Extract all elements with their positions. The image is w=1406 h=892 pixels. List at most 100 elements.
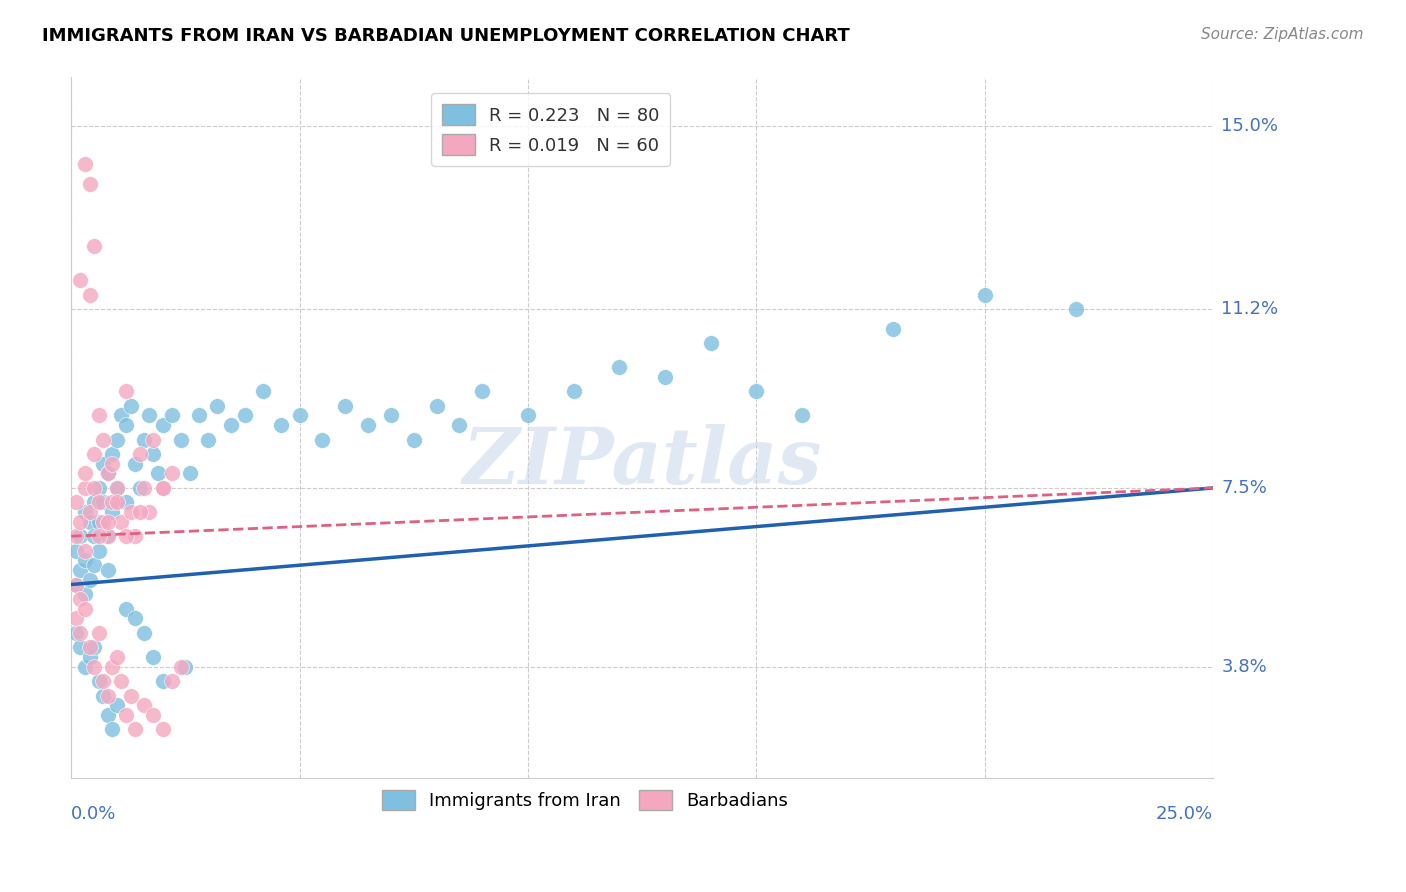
Point bbox=[83, 495, 105, 509]
Point bbox=[105, 481, 128, 495]
Point bbox=[138, 505, 160, 519]
Point bbox=[73, 467, 96, 481]
Point bbox=[152, 481, 174, 495]
Point bbox=[449, 418, 471, 433]
Point bbox=[73, 587, 96, 601]
Point bbox=[105, 433, 128, 447]
Point bbox=[654, 369, 676, 384]
Point bbox=[270, 418, 292, 433]
Point bbox=[79, 573, 101, 587]
Point bbox=[128, 481, 150, 495]
Point bbox=[87, 543, 110, 558]
Point bbox=[134, 433, 156, 447]
Point bbox=[69, 640, 91, 655]
Point bbox=[142, 433, 165, 447]
Point bbox=[471, 384, 494, 399]
Point bbox=[124, 457, 146, 471]
Point bbox=[124, 723, 146, 737]
Point bbox=[105, 650, 128, 665]
Point bbox=[110, 674, 132, 689]
Point bbox=[73, 659, 96, 673]
Point bbox=[97, 515, 120, 529]
Legend: Immigrants from Iran, Barbadians: Immigrants from Iran, Barbadians bbox=[375, 782, 794, 818]
Point bbox=[65, 577, 87, 591]
Point bbox=[335, 399, 357, 413]
Point bbox=[83, 529, 105, 543]
Point bbox=[65, 529, 87, 543]
Point bbox=[87, 625, 110, 640]
Point bbox=[170, 659, 193, 673]
Point bbox=[160, 409, 183, 423]
Point bbox=[138, 409, 160, 423]
Point bbox=[188, 409, 211, 423]
Point bbox=[91, 433, 114, 447]
Point bbox=[120, 689, 142, 703]
Point bbox=[233, 409, 256, 423]
Point bbox=[152, 481, 174, 495]
Point bbox=[83, 558, 105, 573]
Point bbox=[91, 495, 114, 509]
Point bbox=[115, 384, 138, 399]
Text: 3.8%: 3.8% bbox=[1222, 657, 1267, 675]
Point bbox=[87, 481, 110, 495]
Point bbox=[1064, 302, 1087, 317]
Point bbox=[97, 563, 120, 577]
Point bbox=[91, 674, 114, 689]
Point bbox=[142, 707, 165, 722]
Point bbox=[134, 625, 156, 640]
Point bbox=[124, 611, 146, 625]
Point bbox=[207, 399, 229, 413]
Text: 15.0%: 15.0% bbox=[1222, 117, 1278, 135]
Point bbox=[973, 287, 995, 301]
Point bbox=[79, 177, 101, 191]
Point bbox=[357, 418, 380, 433]
Point bbox=[83, 239, 105, 253]
Point bbox=[79, 287, 101, 301]
Point bbox=[745, 384, 768, 399]
Point bbox=[91, 689, 114, 703]
Point bbox=[179, 467, 201, 481]
Point bbox=[110, 515, 132, 529]
Point bbox=[120, 399, 142, 413]
Point bbox=[562, 384, 585, 399]
Point bbox=[83, 640, 105, 655]
Point bbox=[87, 674, 110, 689]
Point bbox=[124, 529, 146, 543]
Point bbox=[73, 481, 96, 495]
Point bbox=[69, 529, 91, 543]
Point bbox=[699, 336, 721, 351]
Point bbox=[73, 543, 96, 558]
Point bbox=[91, 515, 114, 529]
Text: 0.0%: 0.0% bbox=[72, 805, 117, 823]
Point bbox=[73, 505, 96, 519]
Point bbox=[97, 467, 120, 481]
Point bbox=[83, 659, 105, 673]
Point bbox=[87, 529, 110, 543]
Point bbox=[97, 529, 120, 543]
Point bbox=[65, 611, 87, 625]
Point bbox=[115, 529, 138, 543]
Point bbox=[101, 495, 124, 509]
Point bbox=[790, 409, 813, 423]
Point bbox=[73, 601, 96, 615]
Point bbox=[83, 481, 105, 495]
Point bbox=[311, 433, 333, 447]
Point bbox=[219, 418, 242, 433]
Point bbox=[65, 495, 87, 509]
Point bbox=[105, 698, 128, 713]
Point bbox=[517, 409, 540, 423]
Point bbox=[91, 457, 114, 471]
Point bbox=[160, 467, 183, 481]
Point bbox=[101, 505, 124, 519]
Point bbox=[152, 674, 174, 689]
Point bbox=[134, 481, 156, 495]
Point bbox=[607, 360, 630, 375]
Point bbox=[152, 418, 174, 433]
Point bbox=[380, 409, 402, 423]
Text: 7.5%: 7.5% bbox=[1222, 479, 1267, 497]
Point bbox=[97, 689, 120, 703]
Point bbox=[79, 650, 101, 665]
Point bbox=[110, 409, 132, 423]
Point bbox=[69, 625, 91, 640]
Point bbox=[882, 321, 904, 335]
